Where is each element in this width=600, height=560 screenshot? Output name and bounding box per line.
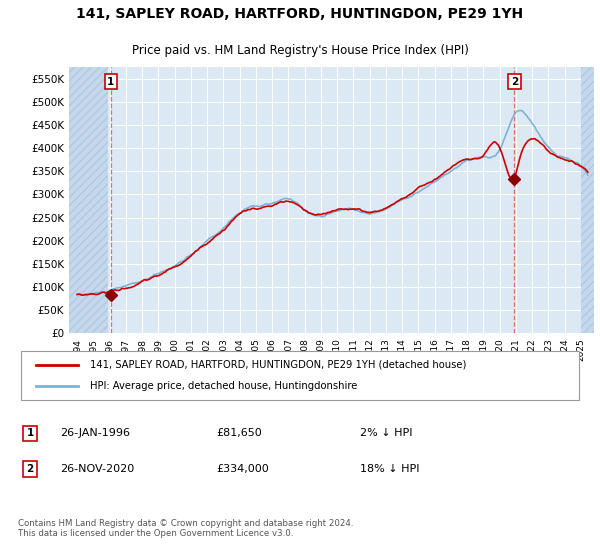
Text: 2: 2 xyxy=(26,464,34,474)
Text: 26-NOV-2020: 26-NOV-2020 xyxy=(60,464,134,474)
Bar xyxy=(69,67,108,333)
Text: Price paid vs. HM Land Registry's House Price Index (HPI): Price paid vs. HM Land Registry's House … xyxy=(131,44,469,57)
Text: 18% ↓ HPI: 18% ↓ HPI xyxy=(360,464,419,474)
Text: HPI: Average price, detached house, Huntingdonshire: HPI: Average price, detached house, Hunt… xyxy=(90,381,358,390)
Text: £334,000: £334,000 xyxy=(216,464,269,474)
Bar xyxy=(581,67,594,333)
Text: 2: 2 xyxy=(511,77,518,87)
Text: 141, SAPLEY ROAD, HARTFORD, HUNTINGDON, PE29 1YH (detached house): 141, SAPLEY ROAD, HARTFORD, HUNTINGDON, … xyxy=(90,360,466,370)
FancyBboxPatch shape xyxy=(21,351,579,400)
Text: £81,650: £81,650 xyxy=(216,428,262,438)
Text: 1: 1 xyxy=(107,77,115,87)
Text: 2% ↓ HPI: 2% ↓ HPI xyxy=(360,428,413,438)
Text: Contains HM Land Registry data © Crown copyright and database right 2024.
This d: Contains HM Land Registry data © Crown c… xyxy=(18,519,353,538)
Text: 26-JAN-1996: 26-JAN-1996 xyxy=(60,428,130,438)
Text: 141, SAPLEY ROAD, HARTFORD, HUNTINGDON, PE29 1YH: 141, SAPLEY ROAD, HARTFORD, HUNTINGDON, … xyxy=(76,7,524,21)
Text: 1: 1 xyxy=(26,428,34,438)
